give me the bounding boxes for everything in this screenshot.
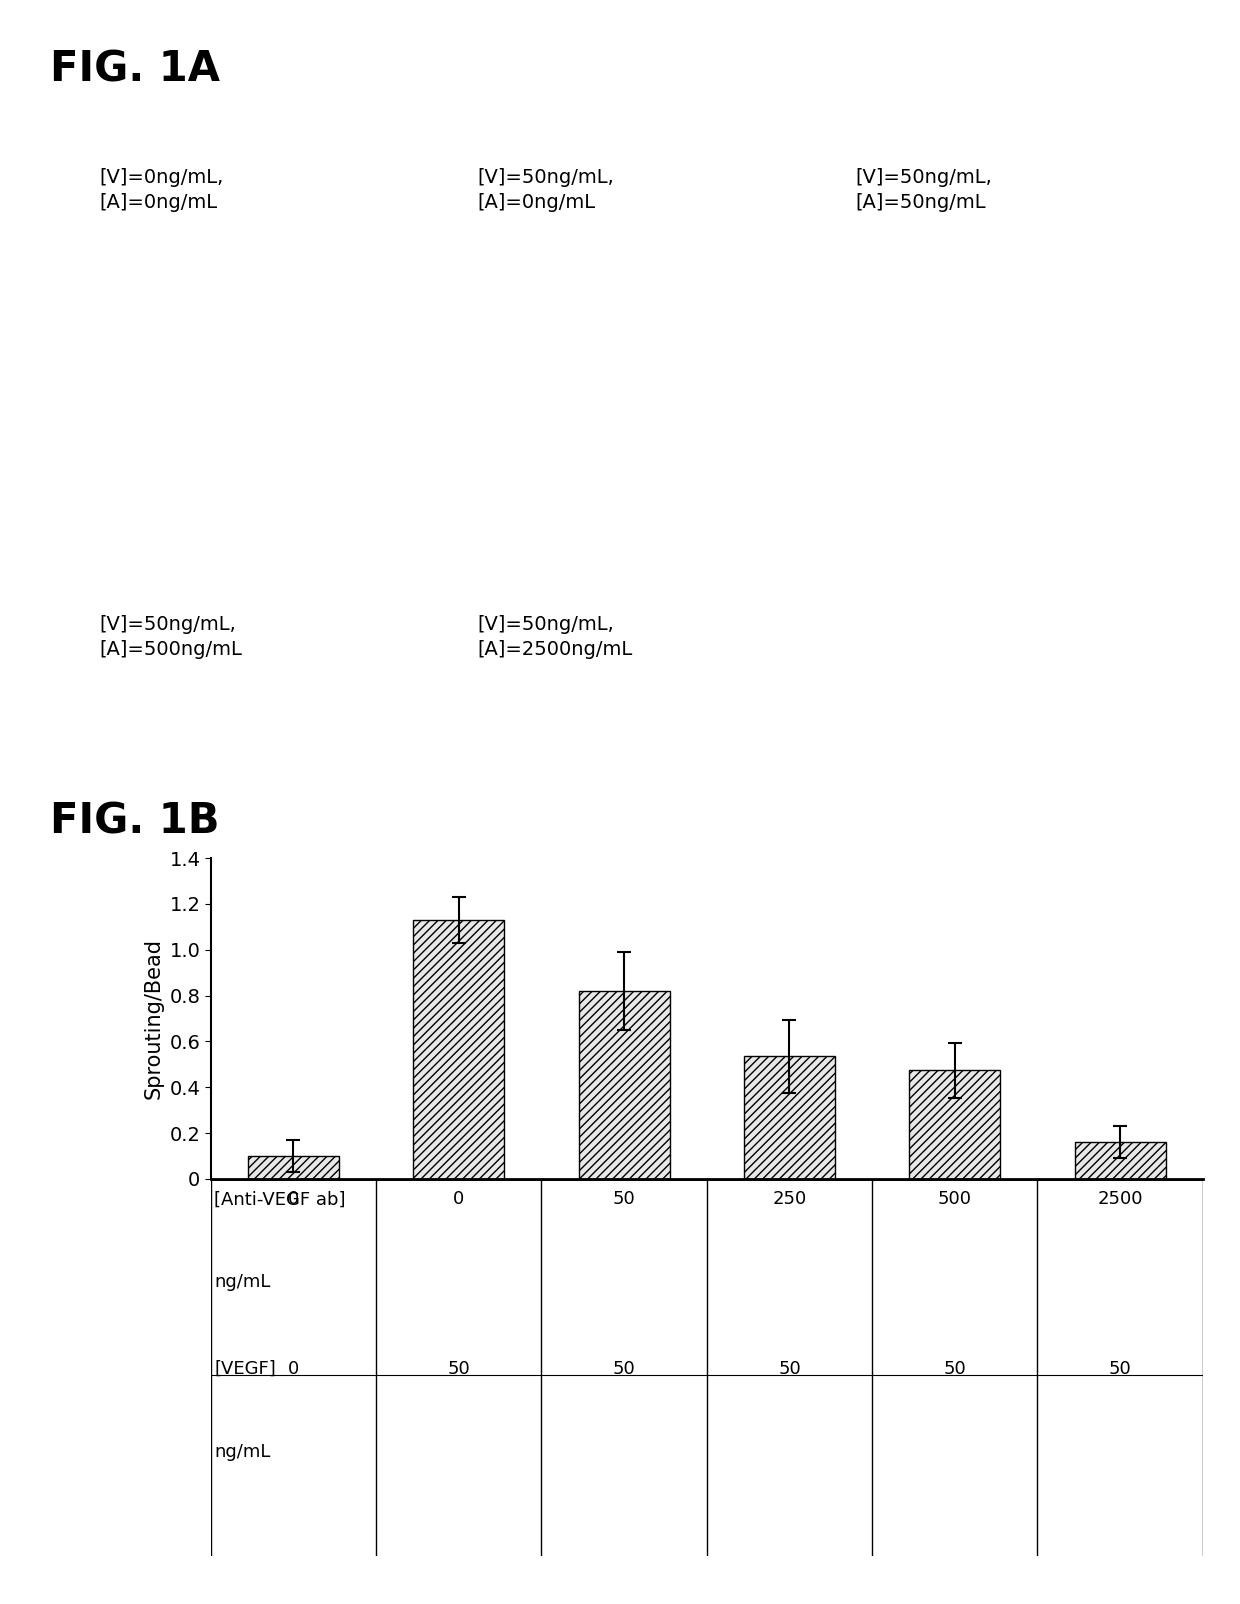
Circle shape	[556, 337, 686, 446]
Text: 50: 50	[613, 1360, 636, 1378]
Circle shape	[580, 804, 682, 890]
Circle shape	[916, 334, 1053, 449]
Text: 50: 50	[613, 1190, 636, 1208]
Circle shape	[174, 781, 310, 895]
Text: 200 μm: 200 μm	[330, 492, 373, 504]
Circle shape	[937, 351, 1033, 431]
Circle shape	[1105, 294, 1152, 334]
Circle shape	[968, 377, 1002, 406]
Bar	[413, 921, 505, 1179]
Circle shape	[1094, 286, 1162, 343]
Text: [V]=0ng/mL,
[A]=0ng/mL: [V]=0ng/mL, [A]=0ng/mL	[99, 168, 223, 212]
Text: [Anti-VEGF ab]: [Anti-VEGF ab]	[215, 1190, 346, 1208]
Circle shape	[226, 377, 259, 406]
Bar	[1075, 1142, 1166, 1179]
Circle shape	[604, 377, 637, 406]
Text: 50: 50	[944, 1360, 966, 1378]
Bar	[744, 1057, 835, 1179]
Text: 200 μm: 200 μm	[330, 940, 373, 950]
Text: 500: 500	[937, 1190, 972, 1208]
Text: 200 μm: 200 μm	[708, 492, 751, 504]
Y-axis label: Sprouting/Bead: Sprouting/Bead	[144, 938, 164, 1099]
Circle shape	[610, 829, 651, 865]
Circle shape	[577, 354, 665, 428]
Circle shape	[212, 812, 273, 865]
Circle shape	[198, 354, 286, 428]
Text: 50: 50	[1109, 1360, 1132, 1378]
Text: 50: 50	[448, 1360, 470, 1378]
Text: FIG. 1A: FIG. 1A	[50, 48, 219, 90]
Circle shape	[212, 366, 273, 417]
Text: [VEGF]: [VEGF]	[215, 1360, 275, 1378]
Text: 0: 0	[453, 1190, 465, 1208]
Circle shape	[596, 818, 665, 876]
Circle shape	[955, 366, 1016, 417]
Text: FIG. 1B: FIG. 1B	[50, 800, 219, 842]
Text: ng/mL: ng/mL	[215, 1274, 270, 1291]
Circle shape	[226, 824, 259, 852]
Circle shape	[195, 799, 290, 879]
Text: 50: 50	[777, 1360, 801, 1378]
Bar	[248, 1156, 339, 1179]
Text: [V]=50ng/mL,
[A]=0ng/mL: [V]=50ng/mL, [A]=0ng/mL	[477, 168, 614, 212]
Bar	[909, 1070, 1001, 1179]
Text: 0: 0	[288, 1360, 299, 1378]
Text: 2500: 2500	[1097, 1190, 1143, 1208]
Text: 200 μm: 200 μm	[1086, 492, 1130, 504]
Text: [V]=50ng/mL,
[A]=500ng/mL: [V]=50ng/mL, [A]=500ng/mL	[99, 616, 242, 659]
Bar	[579, 991, 670, 1179]
Text: [V]=50ng/mL,
[A]=50ng/mL: [V]=50ng/mL, [A]=50ng/mL	[856, 168, 992, 212]
Text: 200 μm: 200 μm	[708, 940, 751, 950]
Circle shape	[177, 337, 308, 446]
Text: ng/mL: ng/mL	[215, 1444, 270, 1461]
Text: 250: 250	[773, 1190, 806, 1208]
Text: [V]=50ng/mL,
[A]=2500ng/mL: [V]=50ng/mL, [A]=2500ng/mL	[477, 616, 632, 659]
Text: 0: 0	[288, 1190, 299, 1208]
Circle shape	[590, 366, 651, 417]
